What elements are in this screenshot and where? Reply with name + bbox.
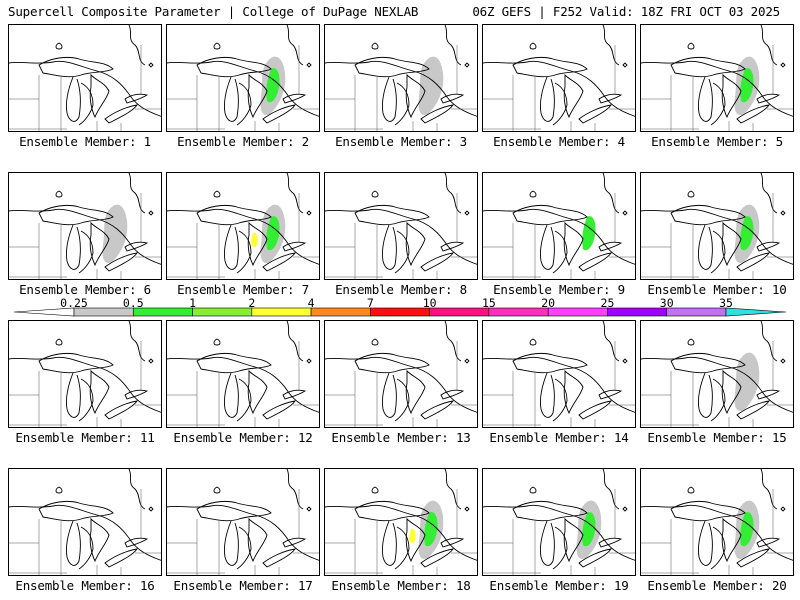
- colorbar-segment: [192, 307, 253, 317]
- ensemble-map-panel: [166, 468, 320, 576]
- ensemble-member-label: Ensemble Member: 8: [335, 282, 467, 297]
- ensemble-map-panel: [324, 24, 478, 132]
- ensemble-map-panel: [166, 24, 320, 132]
- ensemble-member-label: Ensemble Member: 14: [489, 430, 629, 445]
- ensemble-map-panel: [640, 172, 794, 280]
- ensemble-member-label: Ensemble Member: 19: [489, 578, 629, 593]
- basemap-svg: [641, 321, 793, 427]
- ensemble-member-label: Ensemble Member: 16: [15, 578, 155, 593]
- ensemble-member-label: Ensemble Member: 4: [493, 134, 625, 149]
- ensemble-map-panel: [640, 24, 794, 132]
- colorbar-tick-label: 4: [307, 296, 315, 310]
- ensemble-map-panel: [482, 320, 636, 428]
- colorbar-tick-label: 0.25: [60, 296, 88, 310]
- basemap-svg: [9, 25, 161, 131]
- basemap-svg: [483, 25, 635, 131]
- colorbar-right-tip: [725, 307, 787, 317]
- colorbar-segment: [547, 307, 608, 317]
- colorbar-segment: [607, 307, 668, 317]
- basemap-svg: [483, 321, 635, 427]
- ensemble-map-panel: [482, 468, 636, 576]
- basemap-svg: [9, 173, 161, 279]
- basemap-svg: [9, 321, 161, 427]
- colorbar-segment: [310, 307, 371, 317]
- colorbar-tick-label: 2: [248, 296, 256, 310]
- ensemble-member-label: Ensemble Member: 17: [173, 578, 313, 593]
- ensemble-member-label: Ensemble Member: 6: [19, 282, 151, 297]
- basemap-svg: [167, 173, 319, 279]
- colorbar: [13, 307, 787, 317]
- basemap-svg: [641, 469, 793, 575]
- ensemble-member-label: Ensemble Member: 12: [173, 430, 313, 445]
- ensemble-map-panel: [8, 320, 162, 428]
- ensemble-member-label: Ensemble Member: 13: [331, 430, 471, 445]
- basemap-svg: [325, 469, 477, 575]
- basemap-svg: [325, 25, 477, 131]
- colorbar-segment: [429, 307, 490, 317]
- basemap-svg: [167, 469, 319, 575]
- colorbar-tick-label: 0.5: [122, 296, 144, 310]
- colorbar-segment: [666, 307, 727, 317]
- ensemble-map-panel: [166, 172, 320, 280]
- ensemble-member-label: Ensemble Member: 18: [331, 578, 471, 593]
- ensemble-map-panel: [324, 172, 478, 280]
- ensemble-map-panel: [482, 24, 636, 132]
- valid-time: 06Z GEFS | F252 Valid: 18Z FRI OCT 03 20…: [472, 4, 780, 19]
- basemap-svg: [641, 25, 793, 131]
- ensemble-map-panel: [8, 172, 162, 280]
- ensemble-member-label: Ensemble Member: 9: [493, 282, 625, 297]
- colorbar-tick-label: 15: [481, 296, 496, 310]
- colorbar-tick-label: 20: [541, 296, 556, 310]
- colorbar-tick-label: 1: [189, 296, 196, 310]
- basemap-svg: [325, 173, 477, 279]
- ensemble-map-panel: [324, 468, 478, 576]
- ensemble-map-panel: [8, 468, 162, 576]
- ensemble-map-panel: [166, 320, 320, 428]
- basemap-svg: [167, 321, 319, 427]
- colorbar-segment: [488, 307, 549, 317]
- ensemble-member-label: Ensemble Member: 7: [177, 282, 309, 297]
- ensemble-member-label: Ensemble Member: 5: [651, 134, 783, 149]
- ensemble-member-label: Ensemble Member: 15: [647, 430, 787, 445]
- basemap-svg: [641, 173, 793, 279]
- colorbar-tick-label: 35: [719, 296, 733, 310]
- ensemble-map-panel: [640, 320, 794, 428]
- ensemble-map-panel: [324, 320, 478, 428]
- basemap-svg: [167, 25, 319, 131]
- colorbar-tick-label: 30: [659, 296, 674, 310]
- ensemble-map-panel: [482, 172, 636, 280]
- colorbar-segment: [370, 307, 430, 317]
- ensemble-member-label: Ensemble Member: 10: [647, 282, 787, 297]
- ensemble-member-label: Ensemble Member: 3: [335, 134, 467, 149]
- map-title: Supercell Composite Parameter | College …: [8, 4, 419, 19]
- ensemble-map-panel: [8, 24, 162, 132]
- basemap-svg: [9, 469, 161, 575]
- colorbar-tick-label: 10: [422, 296, 437, 310]
- colorbar-tick-label: 25: [600, 296, 615, 310]
- basemap-svg: [483, 173, 635, 279]
- ensemble-map-panel: [640, 468, 794, 576]
- basemap-svg: [483, 469, 635, 575]
- ensemble-member-label: Ensemble Member: 1: [19, 134, 151, 149]
- colorbar-segment: [251, 307, 312, 317]
- ensemble-member-label: Ensemble Member: 20: [647, 578, 787, 593]
- ensemble-member-label: Ensemble Member: 11: [15, 430, 155, 445]
- colorbar-tick-label: 7: [366, 296, 374, 310]
- ensemble-member-label: Ensemble Member: 2: [177, 134, 309, 149]
- basemap-svg: [325, 321, 477, 427]
